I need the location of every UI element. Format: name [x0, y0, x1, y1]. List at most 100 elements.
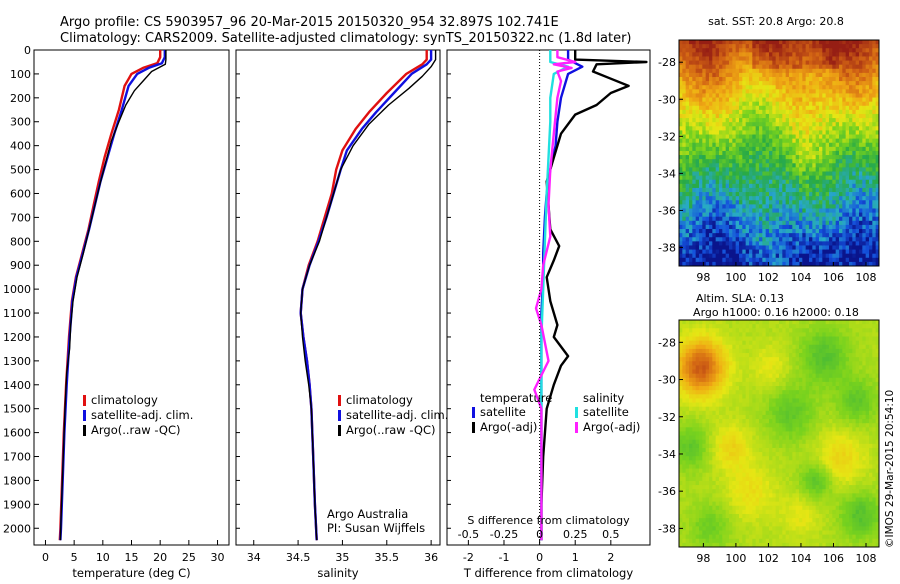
temperature-profile-ytick-label: 400 [10, 140, 31, 153]
sla-map-xtick-label: 102 [758, 552, 779, 565]
temperature-profile-ytick-label: 1500 [3, 403, 31, 416]
legend-label: climatology [91, 393, 158, 407]
sla-map-xtick-label: 106 [823, 552, 844, 565]
sla-map-xtick-label: 98 [696, 552, 710, 565]
legend-label: Argo(-adj) [583, 420, 640, 434]
difference-profile-xtick-label: -1 [498, 551, 509, 564]
difference-profile-xlabel: T difference from climatology [463, 566, 634, 580]
diff-x2-tick-label: 0.25 [563, 528, 588, 541]
temperature-profile-xtick-label: 5 [71, 551, 78, 564]
sla-map-subtitle: Argo h1000: 0.16 h2000: 0.18 [693, 306, 859, 319]
legend-label: Argo(-adj) [480, 420, 537, 434]
sla-map-ytick-label: -38 [658, 522, 676, 535]
salinity-profile-xtick-label: 36 [424, 551, 438, 564]
salinity-profile-xlabel: salinity [317, 566, 358, 580]
temperature-profile-ytick-label: 800 [10, 235, 31, 248]
temperature-profile-ytick-label: 2000 [3, 522, 31, 535]
sst-map-ytick-label: -34 [658, 167, 676, 180]
sla-map-xtick-label: 108 [855, 552, 876, 565]
legend-label: satellite [480, 405, 526, 419]
sst-map-xtick-label: 108 [855, 271, 876, 284]
sla-map-cells [679, 320, 880, 548]
temperature-profile-ytick-label: 900 [10, 259, 31, 272]
sst-map-ytick-label: -36 [658, 204, 676, 217]
sst-map-xtick-label: 106 [823, 271, 844, 284]
sla-map-xtick-label: 104 [790, 552, 811, 565]
sla-map-ytick-label: -36 [658, 485, 676, 498]
legend-swatch [83, 395, 86, 406]
temperature-profile-ytick-label: 1300 [3, 355, 31, 368]
panel-annotation: Argo Australia [327, 507, 408, 521]
legend-swatch [575, 422, 578, 433]
temperature-profile-ytick-label: 1000 [3, 283, 31, 296]
difference-profile-frame [447, 50, 650, 545]
sla-map-ytick-label: -30 [658, 374, 676, 387]
legend-swatch [338, 395, 341, 406]
sst-map-xtick-label: 104 [790, 271, 811, 284]
temperature-profile-ytick-label: 1900 [3, 498, 31, 511]
legend-swatch [338, 425, 341, 436]
header-line-2: Climatology: CARS2009. Satellite-adjuste… [60, 31, 632, 46]
sla-map-ytick-label: -28 [658, 336, 676, 349]
temperature-profile-xtick-label: 25 [182, 551, 196, 564]
diff-x2-tick-label: -0.5 [458, 528, 479, 541]
legend-label: satellite-adj. clim. [91, 408, 193, 422]
sst-map-ytick-label: -30 [658, 93, 676, 106]
sla-map-ytick-label: -34 [658, 448, 676, 461]
sst-map-xtick-label: 102 [758, 271, 779, 284]
legend-group-title: temperature [480, 391, 552, 405]
sla-map-ytick-label: -32 [658, 411, 676, 424]
sst-map-ytick-label: -32 [658, 130, 676, 143]
temperature-profile-ytick-label: 600 [10, 187, 31, 200]
legend-swatch [83, 410, 86, 421]
legend-label: Argo(..raw -QC) [91, 423, 181, 437]
panel-annotation: PI: Susan Wijffels [327, 521, 425, 535]
diff-xlabel2: S difference from climatology [467, 514, 630, 527]
legend-swatch [338, 410, 341, 421]
legend-label: climatology [346, 393, 413, 407]
difference-profile-xtick-label: 1 [572, 551, 579, 564]
header-line-1: Argo profile: CS 5903957_96 20-Mar-2015 … [60, 15, 559, 30]
temperature-profile-ytick-label: 1800 [3, 474, 31, 487]
sst-map-title: sat. SST: 20.8 Argo: 20.8 [708, 15, 844, 28]
footer-credit: ©IMOS 29-Mar-2015 20:54:10 [884, 390, 896, 548]
legend-group-title: salinity [583, 391, 624, 405]
temperature-profile-ytick-label: 1100 [3, 307, 31, 320]
temperature-profile-xtick-label: 15 [125, 551, 139, 564]
legend-swatch [575, 407, 578, 418]
salinity-profile-xtick-label: 34.5 [286, 551, 311, 564]
legend-label: Argo(..raw -QC) [346, 423, 436, 437]
temperature-profile-ytick-label: 300 [10, 116, 31, 129]
legend-swatch [83, 425, 86, 436]
sst-map-ytick-label: -38 [658, 241, 676, 254]
difference-profile-xtick-label: 0 [536, 551, 543, 564]
sst-map-xtick-label: 100 [725, 271, 746, 284]
salinity-profile-xtick-label: 35.5 [375, 551, 400, 564]
diff-x2-tick-label: 0.5 [602, 528, 620, 541]
salinity-profile-xtick-label: 35 [335, 551, 349, 564]
temperature-profile-ytick-label: 1700 [3, 451, 31, 464]
temperature-profile-xtick-label: 30 [211, 551, 225, 564]
sla-map-xtick-label: 100 [725, 552, 746, 565]
temperature-profile-ytick-label: 1400 [3, 379, 31, 392]
difference-profile-xtick-label: 2 [607, 551, 614, 564]
difference-profile-xtick-label: -2 [463, 551, 474, 564]
temperature-profile-xtick-label: 10 [96, 551, 110, 564]
temperature-profile-xlabel: temperature (deg C) [72, 566, 190, 580]
salinity-profile-xtick-label: 34 [247, 551, 261, 564]
temperature-profile-ytick-label: 700 [10, 211, 31, 224]
sst-map-xtick-label: 98 [696, 271, 710, 284]
temperature-profile-ytick-label: 100 [10, 68, 31, 81]
temperature-profile-xtick-label: 20 [153, 551, 167, 564]
temperature-profile-ytick-label: 1200 [3, 331, 31, 344]
sst-map-ytick-label: -28 [658, 56, 676, 69]
temperature-profile-ytick-label: 500 [10, 164, 31, 177]
legend-label: satellite [583, 405, 629, 419]
legend-swatch [472, 422, 475, 433]
temperature-profile-ytick-label: 0 [24, 44, 31, 57]
diff-x2-tick-label: -0.25 [490, 528, 518, 541]
legend-swatch [472, 407, 475, 418]
temperature-profile-ytick-label: 1600 [3, 427, 31, 440]
